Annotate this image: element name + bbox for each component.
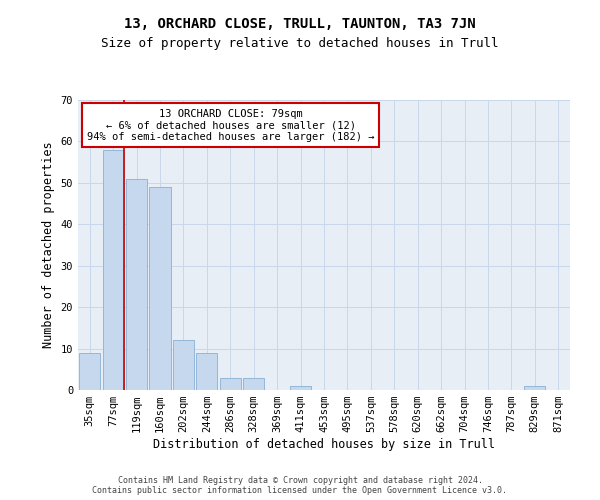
Bar <box>126 178 147 390</box>
Bar <box>173 340 194 390</box>
Bar <box>524 386 545 390</box>
Bar <box>196 352 217 390</box>
Text: 13, ORCHARD CLOSE, TRULL, TAUNTON, TA3 7JN: 13, ORCHARD CLOSE, TRULL, TAUNTON, TA3 7… <box>124 18 476 32</box>
X-axis label: Distribution of detached houses by size in Trull: Distribution of detached houses by size … <box>153 438 495 451</box>
Bar <box>79 352 100 390</box>
Bar <box>290 386 311 390</box>
Bar <box>243 378 264 390</box>
Text: Contains HM Land Registry data © Crown copyright and database right 2024.
Contai: Contains HM Land Registry data © Crown c… <box>92 476 508 495</box>
Bar <box>149 187 170 390</box>
Text: 13 ORCHARD CLOSE: 79sqm
← 6% of detached houses are smaller (12)
94% of semi-det: 13 ORCHARD CLOSE: 79sqm ← 6% of detached… <box>87 108 374 142</box>
Bar <box>103 150 124 390</box>
Bar <box>220 378 241 390</box>
Text: Size of property relative to detached houses in Trull: Size of property relative to detached ho… <box>101 38 499 51</box>
Y-axis label: Number of detached properties: Number of detached properties <box>42 142 55 348</box>
